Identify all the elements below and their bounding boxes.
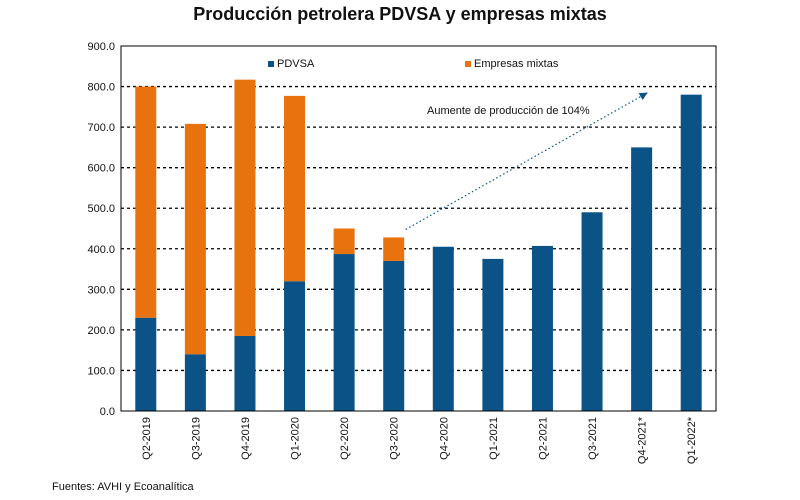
chart-title: Producción petrolera PDVSA y empresas mi…	[193, 4, 607, 24]
bar-pdvsa	[482, 258, 504, 411]
source-note: Fuentes: AVHI y Ecoanalítica	[52, 481, 194, 493]
bar-pdvsa	[631, 147, 653, 411]
bar-empresas-mixtas	[284, 95, 306, 282]
y-tick-label: 900.0	[87, 41, 115, 53]
legend: PDVSA Empresas mixtas	[268, 58, 559, 70]
y-tick-label: 500.0	[87, 203, 115, 215]
y-tick-label: 400.0	[87, 244, 115, 256]
y-tick-label: 800.0	[87, 82, 115, 94]
bar-pdvsa	[333, 254, 355, 411]
x-tick-label: Q3-2019	[190, 417, 202, 460]
plot-frame	[120, 45, 717, 412]
bar-pdvsa	[234, 335, 256, 411]
bars	[135, 79, 702, 412]
x-tick-label: Q4-2020	[438, 417, 450, 460]
x-tick-label: Q1-2020	[290, 417, 302, 460]
bar-empresas-mixtas	[333, 228, 355, 255]
bar-empresas-mixtas	[184, 123, 206, 355]
legend-swatch-pdvsa	[268, 61, 274, 67]
bar-pdvsa	[581, 212, 603, 411]
x-tick-label: Q2-2019	[141, 417, 153, 460]
x-tick-label: Q1-2021	[488, 417, 500, 460]
legend-label-mixtas: Empresas mixtas	[474, 58, 559, 70]
x-tick-labels: Q2-2019 Q3-2019 Q4-2019 Q1-2020 Q2-2020 Q3-20…	[141, 416, 698, 464]
y-tick-label: 300.0	[87, 284, 115, 296]
x-tick-label: Q4-2019	[240, 417, 252, 460]
annotation: Aumente de producción de 104%	[405, 92, 648, 230]
legend-swatch-mixtas	[465, 61, 471, 67]
y-tick-label: 600.0	[87, 163, 115, 175]
y-tick-label: 700.0	[87, 122, 115, 134]
bar-pdvsa	[184, 354, 206, 411]
bar-pdvsa	[284, 281, 306, 411]
y-tick-label: 0.0	[100, 406, 115, 418]
x-tick-label: Q2-2020	[339, 417, 351, 460]
x-tick-label: Q3-2020	[389, 417, 401, 460]
gridlines	[121, 85, 716, 372]
bar-pdvsa	[135, 317, 157, 411]
x-tick-label: Q4-2021*	[637, 416, 649, 464]
bar-empresas-mixtas	[383, 237, 405, 261]
bar-empresas-mixtas	[135, 86, 157, 318]
y-tick-label: 100.0	[87, 365, 115, 377]
bar-pdvsa	[680, 94, 702, 412]
annotation-arrow-head	[638, 92, 648, 101]
x-tick-label: Q2-2021	[537, 417, 549, 460]
bar-pdvsa	[432, 246, 454, 411]
x-tick-label: Q1-2022*	[686, 416, 698, 464]
y-tick-labels: 0.0 100.0 200.0 300.0 400.0 500.0 600.0 700.0 80…	[87, 41, 115, 418]
legend-label-pdvsa: PDVSA	[277, 58, 315, 70]
bar-empresas-mixtas	[234, 79, 256, 336]
annotation-text: Aumente de producción de 104%	[427, 105, 590, 117]
bar-pdvsa	[531, 245, 553, 411]
y-tick-label: 200.0	[87, 325, 115, 337]
x-tick-label: Q3-2021	[587, 417, 599, 460]
bar-pdvsa	[383, 260, 405, 411]
